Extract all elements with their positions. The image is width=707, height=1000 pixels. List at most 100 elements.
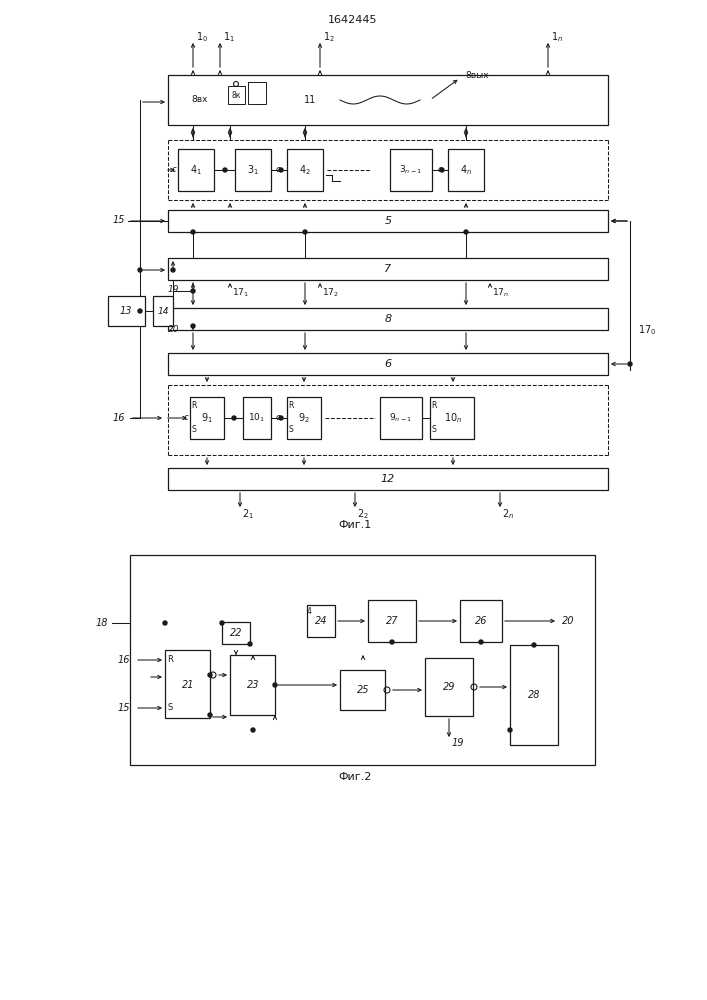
Circle shape [390,640,394,644]
Text: S: S [168,704,173,712]
Circle shape [220,621,224,625]
Bar [425,658,473,716]
Text: R: R [288,400,293,410]
Bar [287,397,321,439]
Bar [380,397,422,439]
Circle shape [251,728,255,732]
Circle shape [273,683,277,687]
Text: 13: 13 [119,306,132,316]
Text: $1_2$: $1_2$ [323,30,335,44]
Bar [168,75,608,125]
Bar [190,397,224,439]
Bar [460,600,502,642]
Circle shape [628,362,632,366]
Circle shape [464,230,468,234]
Text: 8к: 8к [231,91,241,100]
Bar [230,655,275,715]
Text: 20: 20 [168,326,180,334]
Text: 27: 27 [386,616,398,626]
Text: c: c [184,414,188,422]
Text: $2_1$: $2_1$ [242,507,254,521]
Text: 14: 14 [157,306,169,316]
Text: c: c [276,165,280,174]
Text: $2_2$: $2_2$ [357,507,369,521]
Bar [368,600,416,642]
Text: 21: 21 [182,680,194,690]
Bar [168,468,608,490]
Circle shape [279,168,283,172]
Circle shape [208,713,212,717]
Circle shape [223,168,227,172]
Text: $17_2$: $17_2$ [322,287,339,299]
Text: 25: 25 [357,685,369,695]
Bar [448,149,484,191]
Text: Фиг.1: Фиг.1 [339,520,372,530]
Bar [168,210,608,232]
Circle shape [163,621,167,625]
Text: $9_2$: $9_2$ [298,411,310,425]
Text: 12: 12 [381,474,395,484]
Bar [248,82,266,104]
Text: R: R [431,400,437,410]
Text: 8вых: 8вых [465,72,489,81]
Bar [340,670,385,710]
Circle shape [303,230,307,234]
Bar [108,296,145,326]
Text: 26: 26 [474,616,487,626]
Circle shape [171,268,175,272]
Circle shape [191,324,195,328]
Bar [235,149,271,191]
Text: $1_1$: $1_1$ [223,30,235,44]
Text: 24: 24 [315,616,327,626]
Circle shape [440,168,444,172]
Text: 15: 15 [117,703,130,713]
Text: c: c [172,165,176,174]
Circle shape [248,642,252,646]
Text: 29: 29 [443,682,455,692]
Text: $3_{n-1}$: $3_{n-1}$ [399,164,423,176]
Text: $17_0$: $17_0$ [638,323,656,337]
Text: $9_1$: $9_1$ [201,411,213,425]
Text: $1_n$: $1_n$ [551,30,563,44]
Text: $3_1$: $3_1$ [247,163,259,177]
Text: $17_n$: $17_n$ [492,287,509,299]
Text: 6: 6 [385,359,392,369]
Bar [307,605,335,637]
Circle shape [138,309,142,313]
Text: 22: 22 [230,628,243,638]
Circle shape [191,289,195,293]
Text: $17_1$: $17_1$ [232,287,249,299]
Text: 1642445: 1642445 [328,15,378,25]
Text: c: c [438,165,443,174]
Text: 16: 16 [117,655,130,665]
Text: $1_0$: $1_0$ [196,30,208,44]
Text: 8вх: 8вх [192,96,209,104]
Bar [178,149,214,191]
Circle shape [479,640,483,644]
Bar [153,296,173,326]
Circle shape [232,416,236,420]
Text: R: R [167,656,173,664]
Bar [243,397,271,439]
Text: 15: 15 [112,215,125,225]
Text: $4_2$: $4_2$ [299,163,311,177]
Bar [510,645,558,745]
Text: 7: 7 [385,264,392,274]
Text: c: c [276,414,280,422]
Bar [168,353,608,375]
Text: 8: 8 [385,314,392,324]
Bar [222,622,250,644]
Text: 5: 5 [385,216,392,226]
Text: $4_1$: $4_1$ [190,163,202,177]
Bar [228,86,245,104]
Text: 20: 20 [562,616,575,626]
Text: $9_{n-1}$: $9_{n-1}$ [390,412,412,424]
Bar [287,149,323,191]
Text: $2_n$: $2_n$ [502,507,514,521]
Bar [130,555,595,765]
Text: 16: 16 [112,413,125,423]
Text: R: R [192,400,197,410]
Text: S: S [192,426,197,434]
Text: 19: 19 [452,738,464,748]
Text: $4_n$: $4_n$ [460,163,472,177]
